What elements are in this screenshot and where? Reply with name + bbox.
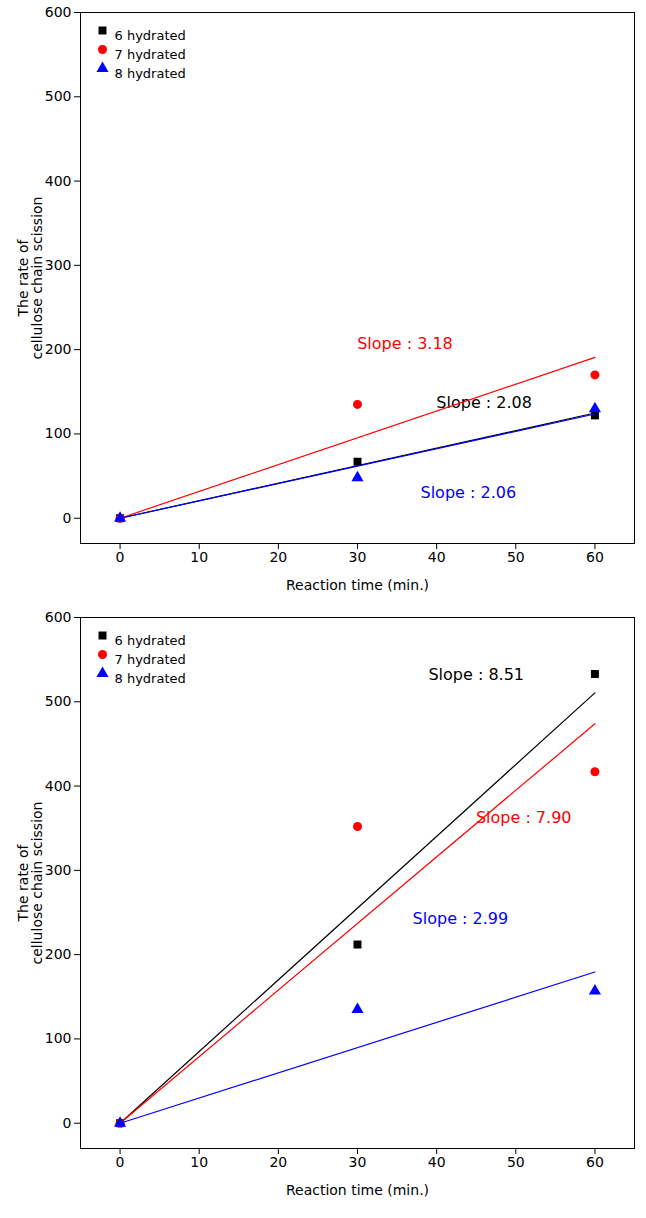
svg-text:7 hydrated: 7 hydrated (115, 652, 186, 667)
svg-text:200: 200 (45, 341, 72, 357)
svg-text:7 hydrated: 7 hydrated (115, 47, 186, 62)
svg-text:Slope : 3.18: Slope : 3.18 (357, 334, 453, 353)
svg-text:50: 50 (507, 549, 525, 565)
svg-text:10: 10 (190, 549, 208, 565)
svg-text:0: 0 (116, 549, 125, 565)
svg-text:Slope : 7.90: Slope : 7.90 (476, 808, 572, 827)
svg-text:40: 40 (428, 1154, 446, 1170)
svg-text:Reaction time (min.): Reaction time (min.) (286, 577, 429, 593)
svg-text:200: 200 (45, 946, 72, 962)
svg-text:500: 500 (45, 693, 72, 709)
svg-text:40: 40 (428, 549, 446, 565)
svg-text:Reaction time (min.): Reaction time (min.) (286, 1182, 429, 1198)
svg-text:100: 100 (45, 1030, 72, 1046)
svg-text:20: 20 (269, 1154, 287, 1170)
svg-text:Slope : 2.08: Slope : 2.08 (436, 393, 532, 412)
svg-text:The rate ofcellulose chain sci: The rate ofcellulose chain scission (15, 197, 45, 360)
svg-text:300: 300 (45, 257, 72, 273)
svg-text:6 hydrated: 6 hydrated (115, 633, 186, 648)
svg-text:0: 0 (116, 1154, 125, 1170)
svg-text:Slope : 8.51: Slope : 8.51 (428, 665, 524, 684)
svg-text:400: 400 (45, 173, 72, 189)
svg-text:60: 60 (586, 549, 604, 565)
svg-text:8 hydrated: 8 hydrated (115, 66, 186, 81)
svg-text:500: 500 (45, 88, 72, 104)
svg-text:8 hydrated: 8 hydrated (115, 671, 186, 686)
svg-text:The rate ofcellulose chain sci: The rate ofcellulose chain scission (15, 802, 45, 965)
svg-text:100: 100 (45, 425, 72, 441)
svg-text:0: 0 (63, 1115, 72, 1131)
svg-text:400: 400 (45, 778, 72, 794)
svg-text:30: 30 (349, 1154, 367, 1170)
svg-text:600: 600 (45, 609, 72, 625)
svg-text:0: 0 (63, 510, 72, 526)
svg-text:10: 10 (190, 1154, 208, 1170)
svg-text:20: 20 (269, 549, 287, 565)
svg-text:30: 30 (349, 549, 367, 565)
svg-text:6 hydrated: 6 hydrated (115, 28, 186, 43)
svg-text:50: 50 (507, 1154, 525, 1170)
svg-text:Slope : 2.06: Slope : 2.06 (421, 483, 517, 502)
svg-text:Slope : 2.99: Slope : 2.99 (413, 909, 509, 928)
svg-text:300: 300 (45, 862, 72, 878)
svg-text:600: 600 (45, 4, 72, 20)
svg-text:60: 60 (586, 1154, 604, 1170)
